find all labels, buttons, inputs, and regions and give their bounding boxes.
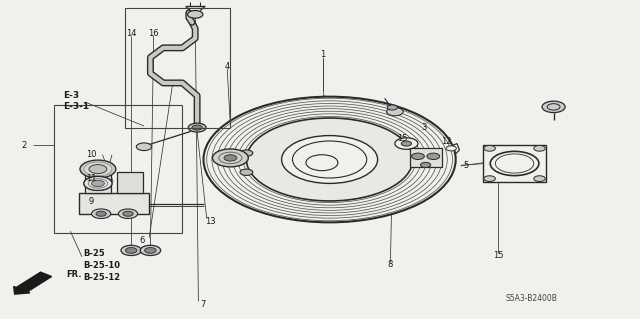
Text: E-3: E-3 [63, 91, 79, 100]
FancyArrow shape [13, 272, 52, 294]
Text: S5A3-B2400B: S5A3-B2400B [506, 294, 557, 303]
Circle shape [240, 169, 253, 175]
Circle shape [224, 155, 237, 161]
Text: 13: 13 [205, 217, 215, 226]
Text: B-25-10: B-25-10 [83, 261, 120, 270]
Circle shape [96, 211, 106, 216]
Circle shape [427, 153, 440, 160]
Circle shape [188, 11, 203, 18]
Bar [54, 105, 182, 233]
Circle shape [212, 149, 248, 167]
Circle shape [534, 176, 545, 182]
Circle shape [246, 118, 413, 201]
Circle shape [118, 209, 138, 219]
Circle shape [80, 160, 116, 178]
Circle shape [282, 136, 378, 183]
Text: 9: 9 [89, 197, 94, 206]
Circle shape [92, 180, 104, 187]
Circle shape [420, 162, 431, 167]
Text: 2: 2 [22, 141, 27, 150]
Circle shape [412, 153, 424, 160]
Text: FR.: FR. [66, 271, 81, 279]
Circle shape [192, 125, 202, 130]
Text: 12: 12 [442, 137, 452, 146]
Circle shape [387, 108, 403, 116]
Bar [410, 148, 442, 167]
Text: E-3-1: E-3-1 [63, 102, 89, 111]
Text: 4: 4 [225, 63, 230, 71]
Text: 6: 6 [140, 236, 145, 245]
Text: 8: 8 [388, 260, 393, 269]
Circle shape [387, 105, 397, 110]
Circle shape [136, 143, 152, 151]
Text: B-25-12: B-25-12 [83, 273, 120, 282]
Circle shape [121, 245, 141, 256]
Text: 11: 11 [86, 174, 97, 183]
Text: 7: 7 [200, 300, 205, 309]
Circle shape [534, 145, 545, 151]
Text: 10: 10 [86, 150, 97, 159]
Bar [125, 8, 230, 128]
Text: 3: 3 [422, 123, 427, 132]
Circle shape [84, 176, 112, 190]
Circle shape [446, 146, 456, 151]
Circle shape [145, 248, 156, 253]
Circle shape [542, 101, 565, 113]
Text: 15: 15 [493, 251, 503, 260]
Circle shape [125, 248, 137, 253]
Circle shape [240, 150, 253, 156]
Bar [85, 172, 111, 193]
Circle shape [204, 97, 456, 222]
Bar [483, 145, 546, 182]
Text: 1: 1 [321, 50, 326, 59]
Bar [117, 172, 143, 193]
Text: 5: 5 [463, 161, 468, 170]
Circle shape [89, 165, 107, 174]
Bar [79, 193, 149, 214]
Circle shape [92, 209, 111, 219]
Circle shape [140, 245, 161, 256]
Circle shape [484, 176, 495, 182]
Circle shape [188, 123, 206, 132]
Circle shape [84, 176, 112, 190]
Circle shape [484, 145, 495, 151]
Text: 16: 16 [148, 29, 159, 38]
Circle shape [306, 155, 338, 171]
Text: 15: 15 [397, 134, 407, 143]
Circle shape [123, 211, 133, 216]
Circle shape [395, 138, 418, 149]
Text: 14: 14 [126, 29, 136, 38]
Text: B-25: B-25 [83, 249, 105, 258]
Circle shape [401, 141, 412, 146]
